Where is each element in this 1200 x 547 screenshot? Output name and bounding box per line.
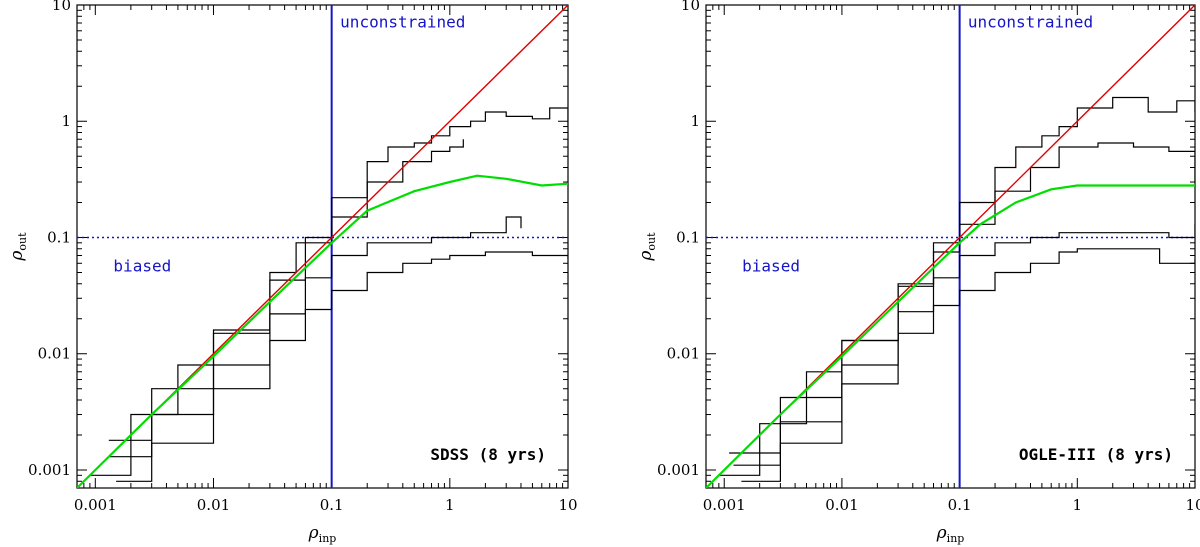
x-tick-label: 0.01 — [197, 496, 230, 514]
panel-sdss: 0.001 0.01 0.1 1 10 0.001 0.01 0.1 1 10 ρinp ρout un… — [7, 0, 578, 545]
y-axis-label: ρout — [7, 232, 29, 262]
y-tick-label: 0.01 — [38, 345, 71, 363]
x-tick-label: 1 — [445, 496, 455, 514]
series-contour-outer-lower — [116, 251, 568, 482]
y-tick-label: 1 — [690, 112, 700, 130]
y-tick-label: 0.001 — [28, 461, 71, 479]
survey-label: OGLE-III (8 yrs) — [1019, 445, 1173, 464]
x-axis-label-sub: inp — [947, 532, 965, 545]
plot-area — [77, 5, 568, 488]
series-contour-inner-lower — [733, 224, 1195, 466]
x-tick-label: 0.001 — [703, 496, 746, 514]
x-tick-label: 0.01 — [825, 496, 858, 514]
plot-frame — [705, 4, 1196, 489]
survey-label: SDSS (8 yrs) — [430, 445, 546, 464]
label-biased: biased — [742, 256, 800, 275]
x-tick-label: 0.1 — [320, 496, 344, 514]
series-contour-outer-upper — [89, 107, 568, 476]
ticks — [76, 4, 569, 489]
x-tick-label: 10 — [558, 496, 577, 514]
x-tick-label: 0.001 — [74, 496, 117, 514]
label-unconstrained: unconstrained — [968, 13, 1093, 32]
series-contour-outer-lower — [741, 248, 1195, 482]
y-axis-label: ρout — [636, 232, 658, 262]
label-unconstrained: unconstrained — [340, 13, 465, 32]
plot-frame — [76, 4, 569, 489]
y-tick-label: 10 — [681, 0, 700, 14]
label-biased: biased — [113, 256, 171, 275]
plot-area — [706, 5, 1195, 488]
y-tick-label: 0.1 — [47, 228, 71, 246]
y-tick-label: 10 — [52, 0, 71, 14]
panel-ogle: 0.001 0.01 0.1 1 10 0.001 0.01 0.1 1 10 ρinp ρout un… — [636, 0, 1200, 545]
series-contour-inner-upper — [729, 142, 1195, 454]
y-tick-label: 1 — [61, 112, 71, 130]
x-tick-label: 1 — [1073, 496, 1083, 514]
x-tick-label: 10 — [1185, 496, 1200, 514]
y-axis-label-sub: out — [16, 232, 29, 251]
x-axis-label-sub: inp — [319, 532, 337, 545]
series-median — [77, 174, 568, 488]
y-tick-label: 0.1 — [676, 228, 700, 246]
x-axis-label: ρinp — [936, 523, 965, 545]
x-tick-label: 0.1 — [948, 496, 972, 514]
series-median — [706, 184, 1195, 488]
x-axis-label: ρinp — [308, 523, 337, 545]
y-tick-label: 0.01 — [667, 345, 700, 363]
series-contour-outer-upper — [718, 96, 1195, 476]
y-axis-label-sub: out — [645, 232, 658, 251]
y-tick-label: 0.001 — [657, 461, 700, 479]
series-contour-inner-upper — [108, 139, 464, 441]
series-contour-inner-lower — [108, 216, 522, 458]
